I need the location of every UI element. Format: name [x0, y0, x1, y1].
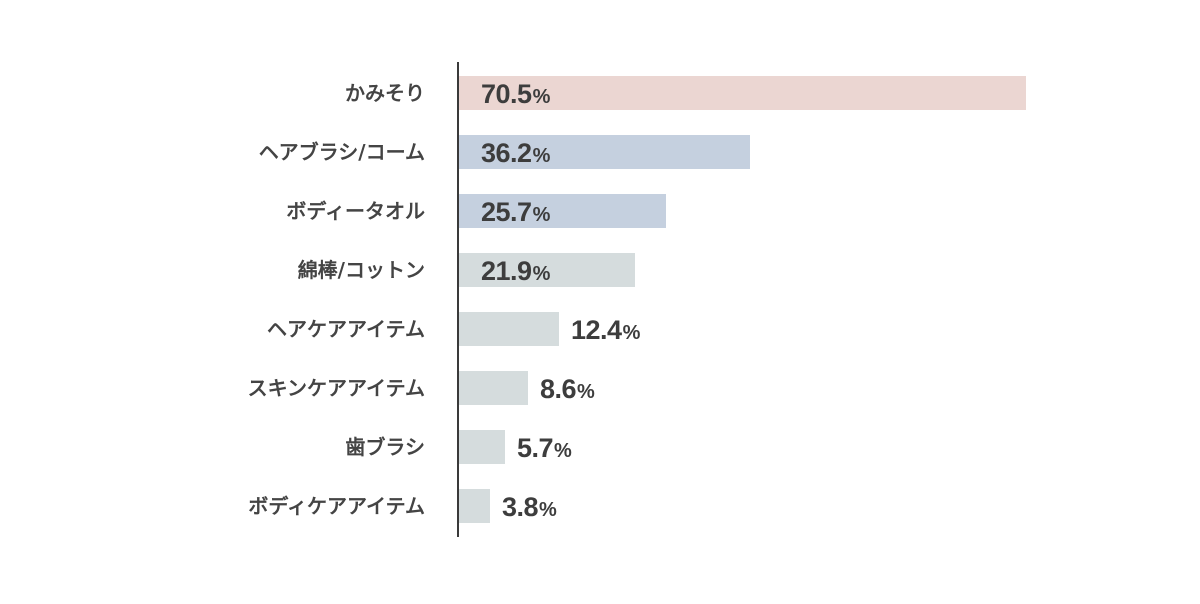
- bar-row: ボディータオル 25.7%: [0, 194, 1200, 228]
- category-label: かみそり: [345, 81, 425, 105]
- bar: [459, 489, 490, 523]
- bar-row: スキンケアアイテム 8.6%: [0, 371, 1200, 405]
- category-label: 綿棒/コットン: [297, 258, 425, 282]
- category-label: ヘアブラシ/コーム: [258, 140, 425, 164]
- category-label: ヘアケアアイテム: [267, 317, 425, 341]
- bar-row: 綿棒/コットン 21.9%: [0, 253, 1200, 287]
- bar: [459, 371, 528, 405]
- value-label: 70.5%: [481, 79, 551, 109]
- value-label: 8.6%: [540, 374, 595, 404]
- bar: [459, 135, 750, 169]
- category-label: ボディケアアイテム: [248, 494, 425, 518]
- value-label: 36.2%: [481, 138, 551, 168]
- bar-row: ヘアケアアイテム 12.4%: [0, 312, 1200, 346]
- bar-row: 歯ブラシ 5.7%: [0, 430, 1200, 464]
- category-label: ボディータオル: [286, 199, 425, 223]
- value-label: 3.8%: [502, 492, 557, 522]
- category-label: スキンケアアイテム: [247, 376, 425, 400]
- value-label: 12.4%: [571, 315, 641, 345]
- bar: [459, 194, 666, 228]
- category-label: 歯ブラシ: [345, 435, 425, 459]
- bar-row: ボディケアアイテム 3.8%: [0, 489, 1200, 523]
- bar-row: ヘアブラシ/コーム 36.2%: [0, 135, 1200, 169]
- bar: [459, 76, 1026, 110]
- bar: [459, 312, 559, 346]
- bar: [459, 430, 505, 464]
- y-axis-line: [457, 62, 459, 537]
- bar-row: かみそり 70.5%: [0, 76, 1200, 110]
- value-label: 5.7%: [517, 433, 572, 463]
- value-label: 25.7%: [481, 197, 551, 227]
- value-label: 21.9%: [481, 256, 551, 286]
- bar: [459, 253, 635, 287]
